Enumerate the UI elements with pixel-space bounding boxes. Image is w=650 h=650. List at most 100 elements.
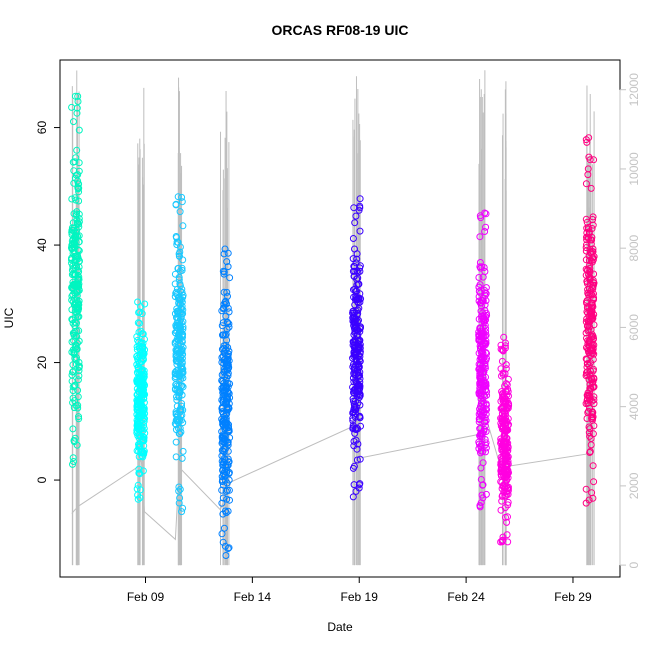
data-point: [221, 445, 229, 453]
data-point: [588, 349, 596, 357]
data-point: [172, 438, 180, 446]
data-point: [586, 317, 594, 325]
y2-tick-label: 10000: [627, 152, 641, 186]
data-point: [500, 398, 508, 405]
data-point: [75, 223, 83, 231]
data-point: [139, 381, 147, 389]
data-point: [589, 345, 597, 353]
data-point: [356, 342, 363, 350]
x-axis: Feb 09 Feb 14 Feb 19 Feb 24 Feb 29: [127, 576, 592, 604]
data-point: [71, 434, 79, 442]
data-point: [72, 231, 80, 239]
data-point: [481, 289, 489, 297]
data-point: [220, 250, 228, 258]
data-point: [72, 256, 80, 264]
data-point: [75, 372, 83, 380]
data-point: [505, 421, 512, 429]
data-point: [68, 338, 76, 346]
data-point: [75, 301, 83, 309]
y2-tick-label: 6000: [627, 314, 641, 341]
data-point: [585, 407, 592, 415]
data-point: [501, 342, 509, 350]
data-point: [224, 263, 232, 271]
data-point: [219, 538, 227, 546]
data-point: [220, 524, 228, 532]
data-point: [75, 297, 83, 305]
data-point: [477, 399, 485, 407]
data-point: [223, 288, 231, 296]
data-point: [590, 393, 598, 401]
data-point: [72, 154, 80, 162]
data-point: [221, 387, 228, 395]
data-point: [502, 463, 510, 471]
data-point: [225, 308, 233, 316]
data-point: [356, 298, 364, 306]
data-point: [224, 319, 232, 327]
data-point: [69, 383, 77, 391]
data-point: [172, 201, 180, 209]
data-point: [349, 493, 357, 501]
data-point: [479, 273, 487, 281]
data-point: [173, 314, 180, 322]
data-point: [350, 371, 358, 378]
data-point: [68, 371, 76, 379]
data-point: [220, 270, 228, 278]
data-point: [73, 308, 81, 316]
data-point: [223, 403, 231, 411]
data-point: [355, 294, 363, 302]
data-point: [175, 273, 183, 281]
data-point: [136, 398, 144, 406]
data-point: [501, 382, 509, 390]
data-point: [137, 327, 145, 335]
data-point: [351, 402, 359, 410]
data-point: [589, 245, 597, 253]
data-point: [477, 395, 485, 403]
data-point: [590, 400, 598, 408]
data-point: [500, 472, 508, 480]
data-point: [136, 346, 144, 354]
data-point: [479, 333, 487, 341]
data-point: [350, 341, 358, 349]
data-point: [352, 426, 360, 434]
y2-tick-label: 0: [627, 561, 641, 568]
data-point: [224, 507, 232, 515]
data-point: [222, 552, 230, 559]
data-point: [584, 223, 592, 231]
data-point: [69, 399, 77, 407]
data-point: [477, 337, 485, 345]
data-point: [75, 363, 83, 371]
y-tick-label: 20: [35, 356, 49, 370]
data-point: [475, 410, 483, 418]
data-point: [220, 395, 228, 403]
data-point: [138, 310, 146, 318]
data-point: [356, 401, 364, 409]
data-point: [139, 414, 147, 422]
data-point: [498, 372, 505, 380]
data-point: [477, 374, 485, 382]
data-point: [141, 335, 148, 343]
data-point: [71, 319, 79, 326]
data-point: [352, 487, 360, 495]
data-point: [179, 447, 187, 455]
data-point: [351, 219, 359, 227]
data-point: [220, 459, 227, 467]
data-point: [222, 312, 230, 320]
data-point: [498, 357, 506, 365]
data-point: [222, 346, 230, 354]
data-point: [481, 422, 489, 430]
data-point: [223, 258, 231, 266]
data-point: [224, 292, 231, 300]
data-point: [481, 228, 489, 235]
data-point: [481, 321, 489, 329]
data-point: [225, 421, 232, 429]
series-rf15: [582, 134, 598, 507]
x-axis-label: Date: [327, 620, 353, 634]
data-point: [584, 171, 592, 179]
data-point: [139, 427, 147, 435]
data-point: [219, 435, 227, 442]
data-point: [75, 180, 83, 188]
data-point: [75, 247, 83, 255]
data-point: [223, 486, 231, 494]
data-point: [175, 499, 183, 507]
data-point: [589, 303, 597, 311]
